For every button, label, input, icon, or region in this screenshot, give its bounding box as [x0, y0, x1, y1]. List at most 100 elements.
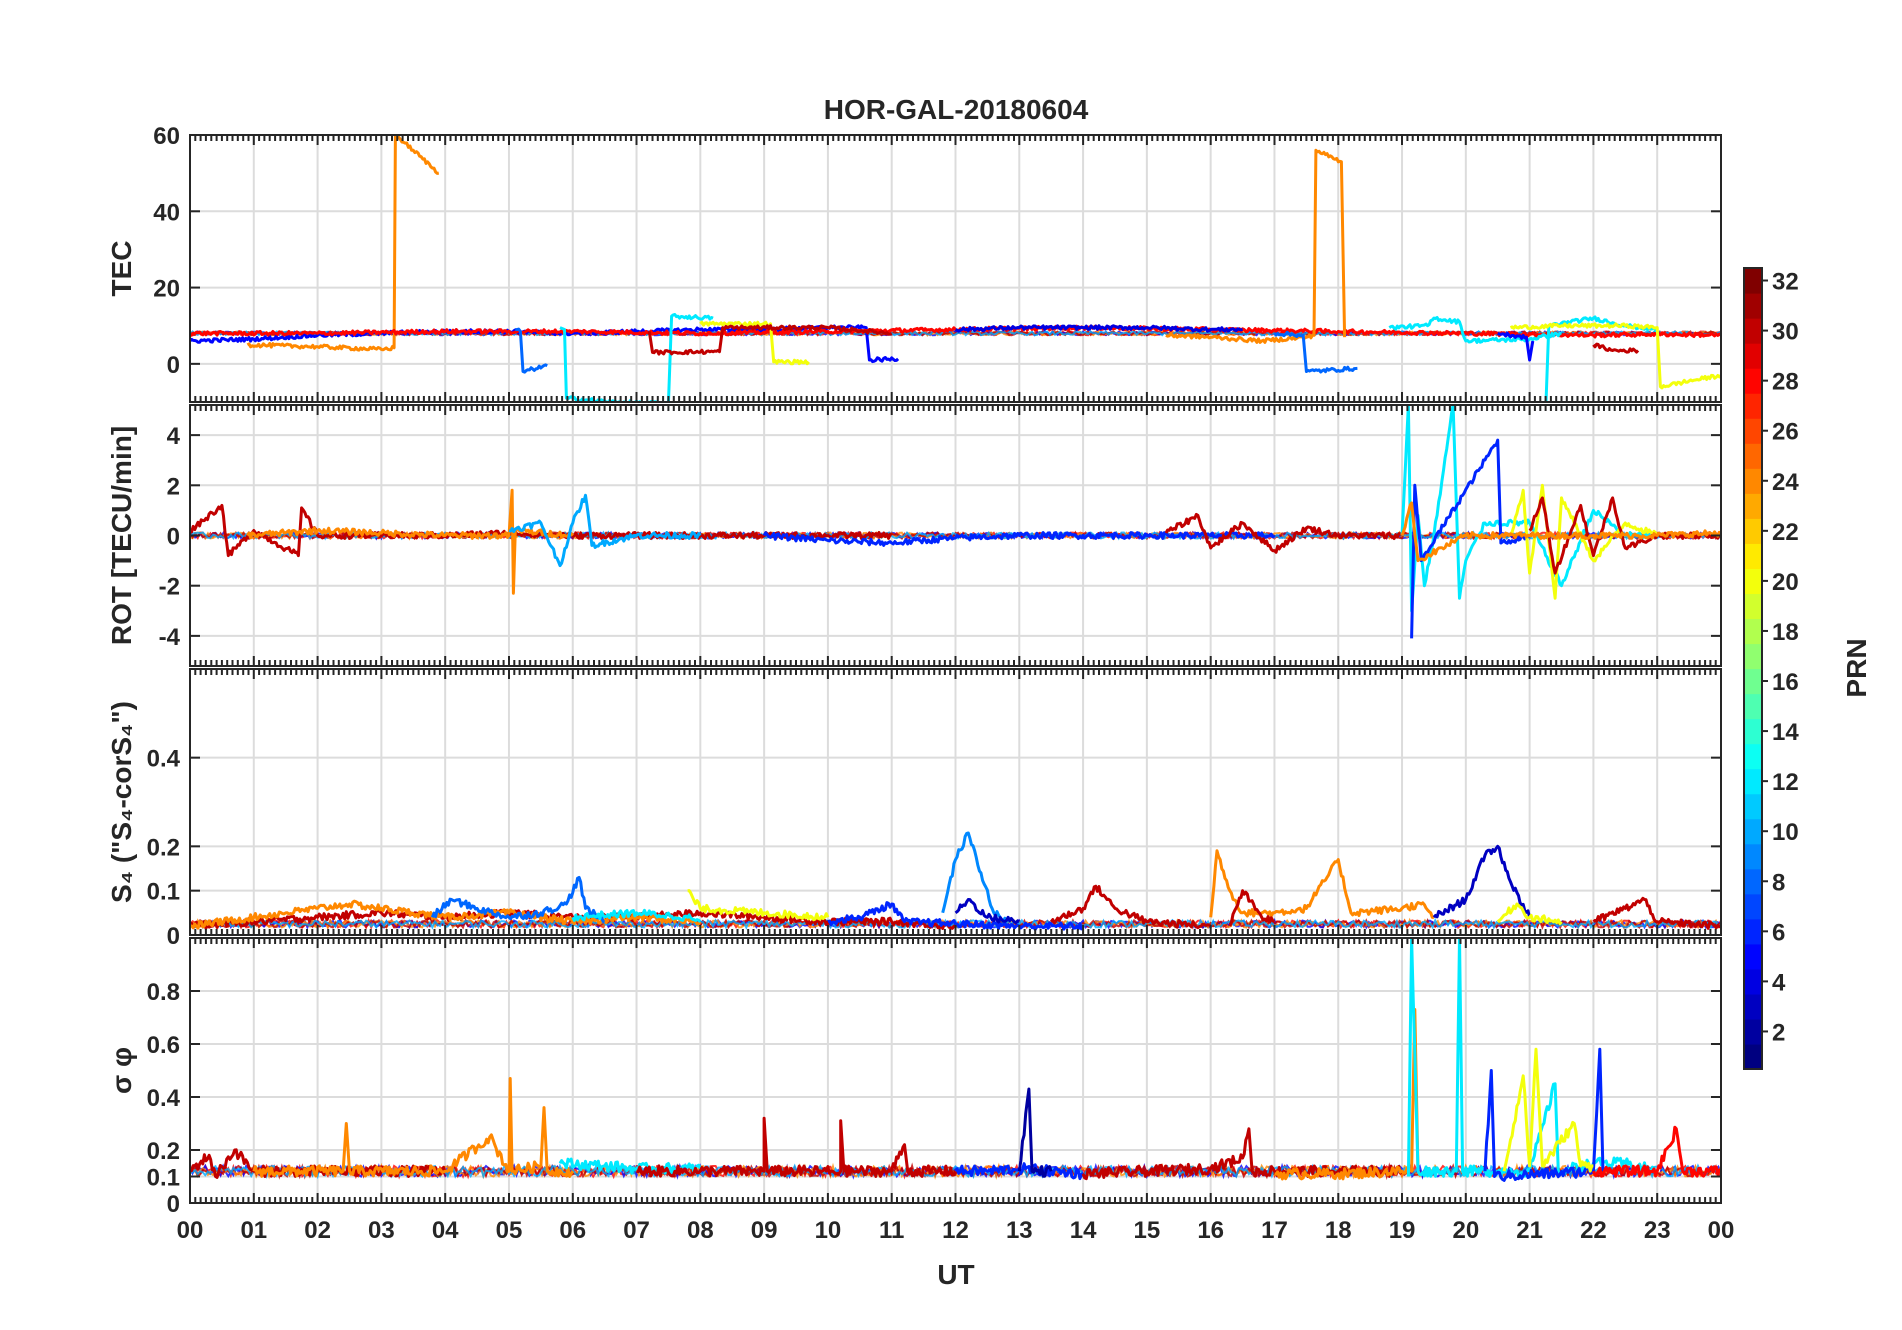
chart-title: HOR-GAL-20180604: [824, 94, 1089, 125]
y-axis-ticks: 0 20 40 60: [153, 123, 1721, 379]
colorbar-tick-label: 28: [1772, 369, 1799, 396]
series-prn-12: [1388, 316, 1562, 344]
y-tick-label: 20: [153, 276, 180, 303]
colorbar-tick-label: 8: [1772, 869, 1785, 896]
y-tick-label: 2: [167, 473, 180, 500]
y-axis-label: TEC: [106, 241, 137, 297]
x-axis-label: UT: [937, 1259, 974, 1290]
series-prn-12: [1406, 938, 1659, 1178]
series-prn-30: [636, 1116, 957, 1178]
colorbar-segment: [1744, 493, 1762, 519]
series-prn-20: [699, 320, 810, 366]
series-prn-20: [687, 889, 830, 922]
x-tick-label: 06: [559, 1217, 586, 1244]
y-tick-label: 0.2: [147, 1138, 180, 1165]
x-tick-label: 02: [304, 1217, 331, 1244]
x-tick-label: 01: [240, 1217, 267, 1244]
x-minor-ticks: [189, 938, 1722, 1203]
x-minor-ticks: [189, 405, 1722, 666]
series-prn-24: [190, 899, 702, 930]
colorbar-label: PRN: [1841, 638, 1872, 697]
colorbar-segment: [1744, 343, 1762, 369]
panel-sigma_phi: 00.10.2 0.4 0.6 0.8 σ φ: [106, 937, 1722, 1218]
colorbar-segment: [1744, 843, 1762, 870]
colorbar-tick-label: 18: [1772, 619, 1799, 646]
colorbar-segment: [1744, 618, 1762, 645]
series-prn-6: [1483, 1047, 1605, 1182]
series-prn-30: [1228, 889, 1276, 927]
series-group: [190, 405, 1721, 639]
colorbar-tick-label: 32: [1772, 269, 1799, 296]
series-prn-5: [1497, 331, 1535, 362]
x-tick-label: 23: [1644, 1217, 1671, 1244]
series-prn-20: [1509, 322, 1721, 390]
colorbar-segment: [1744, 443, 1762, 469]
series-group: [190, 135, 1721, 402]
x-tick-label: 04: [432, 1217, 459, 1244]
y-tick-label: 0: [167, 1191, 180, 1218]
series-prn-12: [571, 908, 702, 923]
colorbar-segment: [1744, 518, 1762, 544]
x-tick-label: 16: [1197, 1217, 1224, 1244]
x-tick-label: 14: [1070, 1217, 1097, 1244]
y-axis-label: σ φ: [106, 1047, 137, 1094]
colorbar-segment: [1744, 1043, 1762, 1070]
y-tick-label: 0.8: [147, 979, 180, 1006]
series-prn-12: [1400, 405, 1659, 613]
colorbar-tick-label: 20: [1772, 569, 1799, 596]
series-prn-10: [508, 493, 702, 568]
colorbar-segment: [1744, 818, 1762, 845]
series-group: [190, 938, 1721, 1182]
series-prn-2: [1017, 1087, 1053, 1178]
y-axis-ticks: 0 0.1 0.2 0.4: [147, 746, 1721, 950]
x-axis-tick-labels: 00 01 02 03 04 05 06 07 08 09 10 11 12 13 14 15 16 17 18 19…: [177, 1217, 1735, 1244]
y-tick-label: 0.1: [147, 879, 180, 906]
y-axis-ticks: 00.10.2 0.4 0.6 0.8: [147, 979, 1721, 1218]
colorbar-segment: [1744, 943, 1762, 970]
series-prn-30: [1050, 884, 1212, 930]
colorbar-tick-label: 14: [1772, 719, 1799, 746]
colorbar-segment: [1744, 768, 1762, 795]
series-prn-4: [954, 324, 1243, 333]
colorbar-segment: [1744, 293, 1762, 319]
colorbar-segment: [1744, 693, 1762, 720]
colorbar-segment: [1744, 893, 1762, 920]
colorbar-tick-label: 30: [1772, 319, 1799, 346]
y-tick-label: 4: [167, 423, 181, 450]
colorbar-tick-label: 24: [1772, 469, 1799, 496]
x-tick-label: 08: [687, 1217, 714, 1244]
colorbar-segment: [1744, 543, 1762, 569]
x-tick-label: 09: [751, 1217, 778, 1244]
y-tick-label: 40: [153, 199, 180, 226]
x-tick-label: 17: [1261, 1217, 1288, 1244]
series-prn-24: [1165, 148, 1347, 344]
y-tick-label: 0.1: [147, 1165, 180, 1192]
series-prn-30: [1164, 512, 1404, 554]
colorbar-tick-label: 10: [1772, 819, 1799, 846]
series-prn-8: [515, 327, 548, 374]
x-tick-label: 13: [1006, 1217, 1033, 1244]
colorbar-tick-label: 22: [1772, 519, 1799, 546]
colorbar-segment: [1744, 918, 1762, 945]
y-axis-label: ROT [TECU/min]: [106, 426, 137, 645]
x-tick-label: 15: [1134, 1217, 1161, 1244]
colorbar-segment: [1744, 368, 1762, 394]
colorbar-segment: [1744, 593, 1762, 620]
colorbar-segment: [1744, 993, 1762, 1020]
colorbar-segment: [1744, 968, 1762, 995]
series-prn-8: [430, 875, 605, 924]
series-prn-24: [246, 135, 440, 352]
colorbar-segment: [1744, 568, 1762, 595]
y-tick-label: 0: [167, 923, 180, 950]
colorbar-segment: [1744, 643, 1762, 670]
colorbar-segment: [1744, 268, 1762, 294]
x-tick-label: 00: [177, 1217, 204, 1244]
x-tick-label: 12: [942, 1217, 969, 1244]
colorbar-tick-label: 2: [1772, 1019, 1785, 1046]
colorbar-segment: [1744, 793, 1762, 820]
series-prn-24: [1274, 1008, 1420, 1181]
series-prn-6: [1410, 438, 1531, 639]
